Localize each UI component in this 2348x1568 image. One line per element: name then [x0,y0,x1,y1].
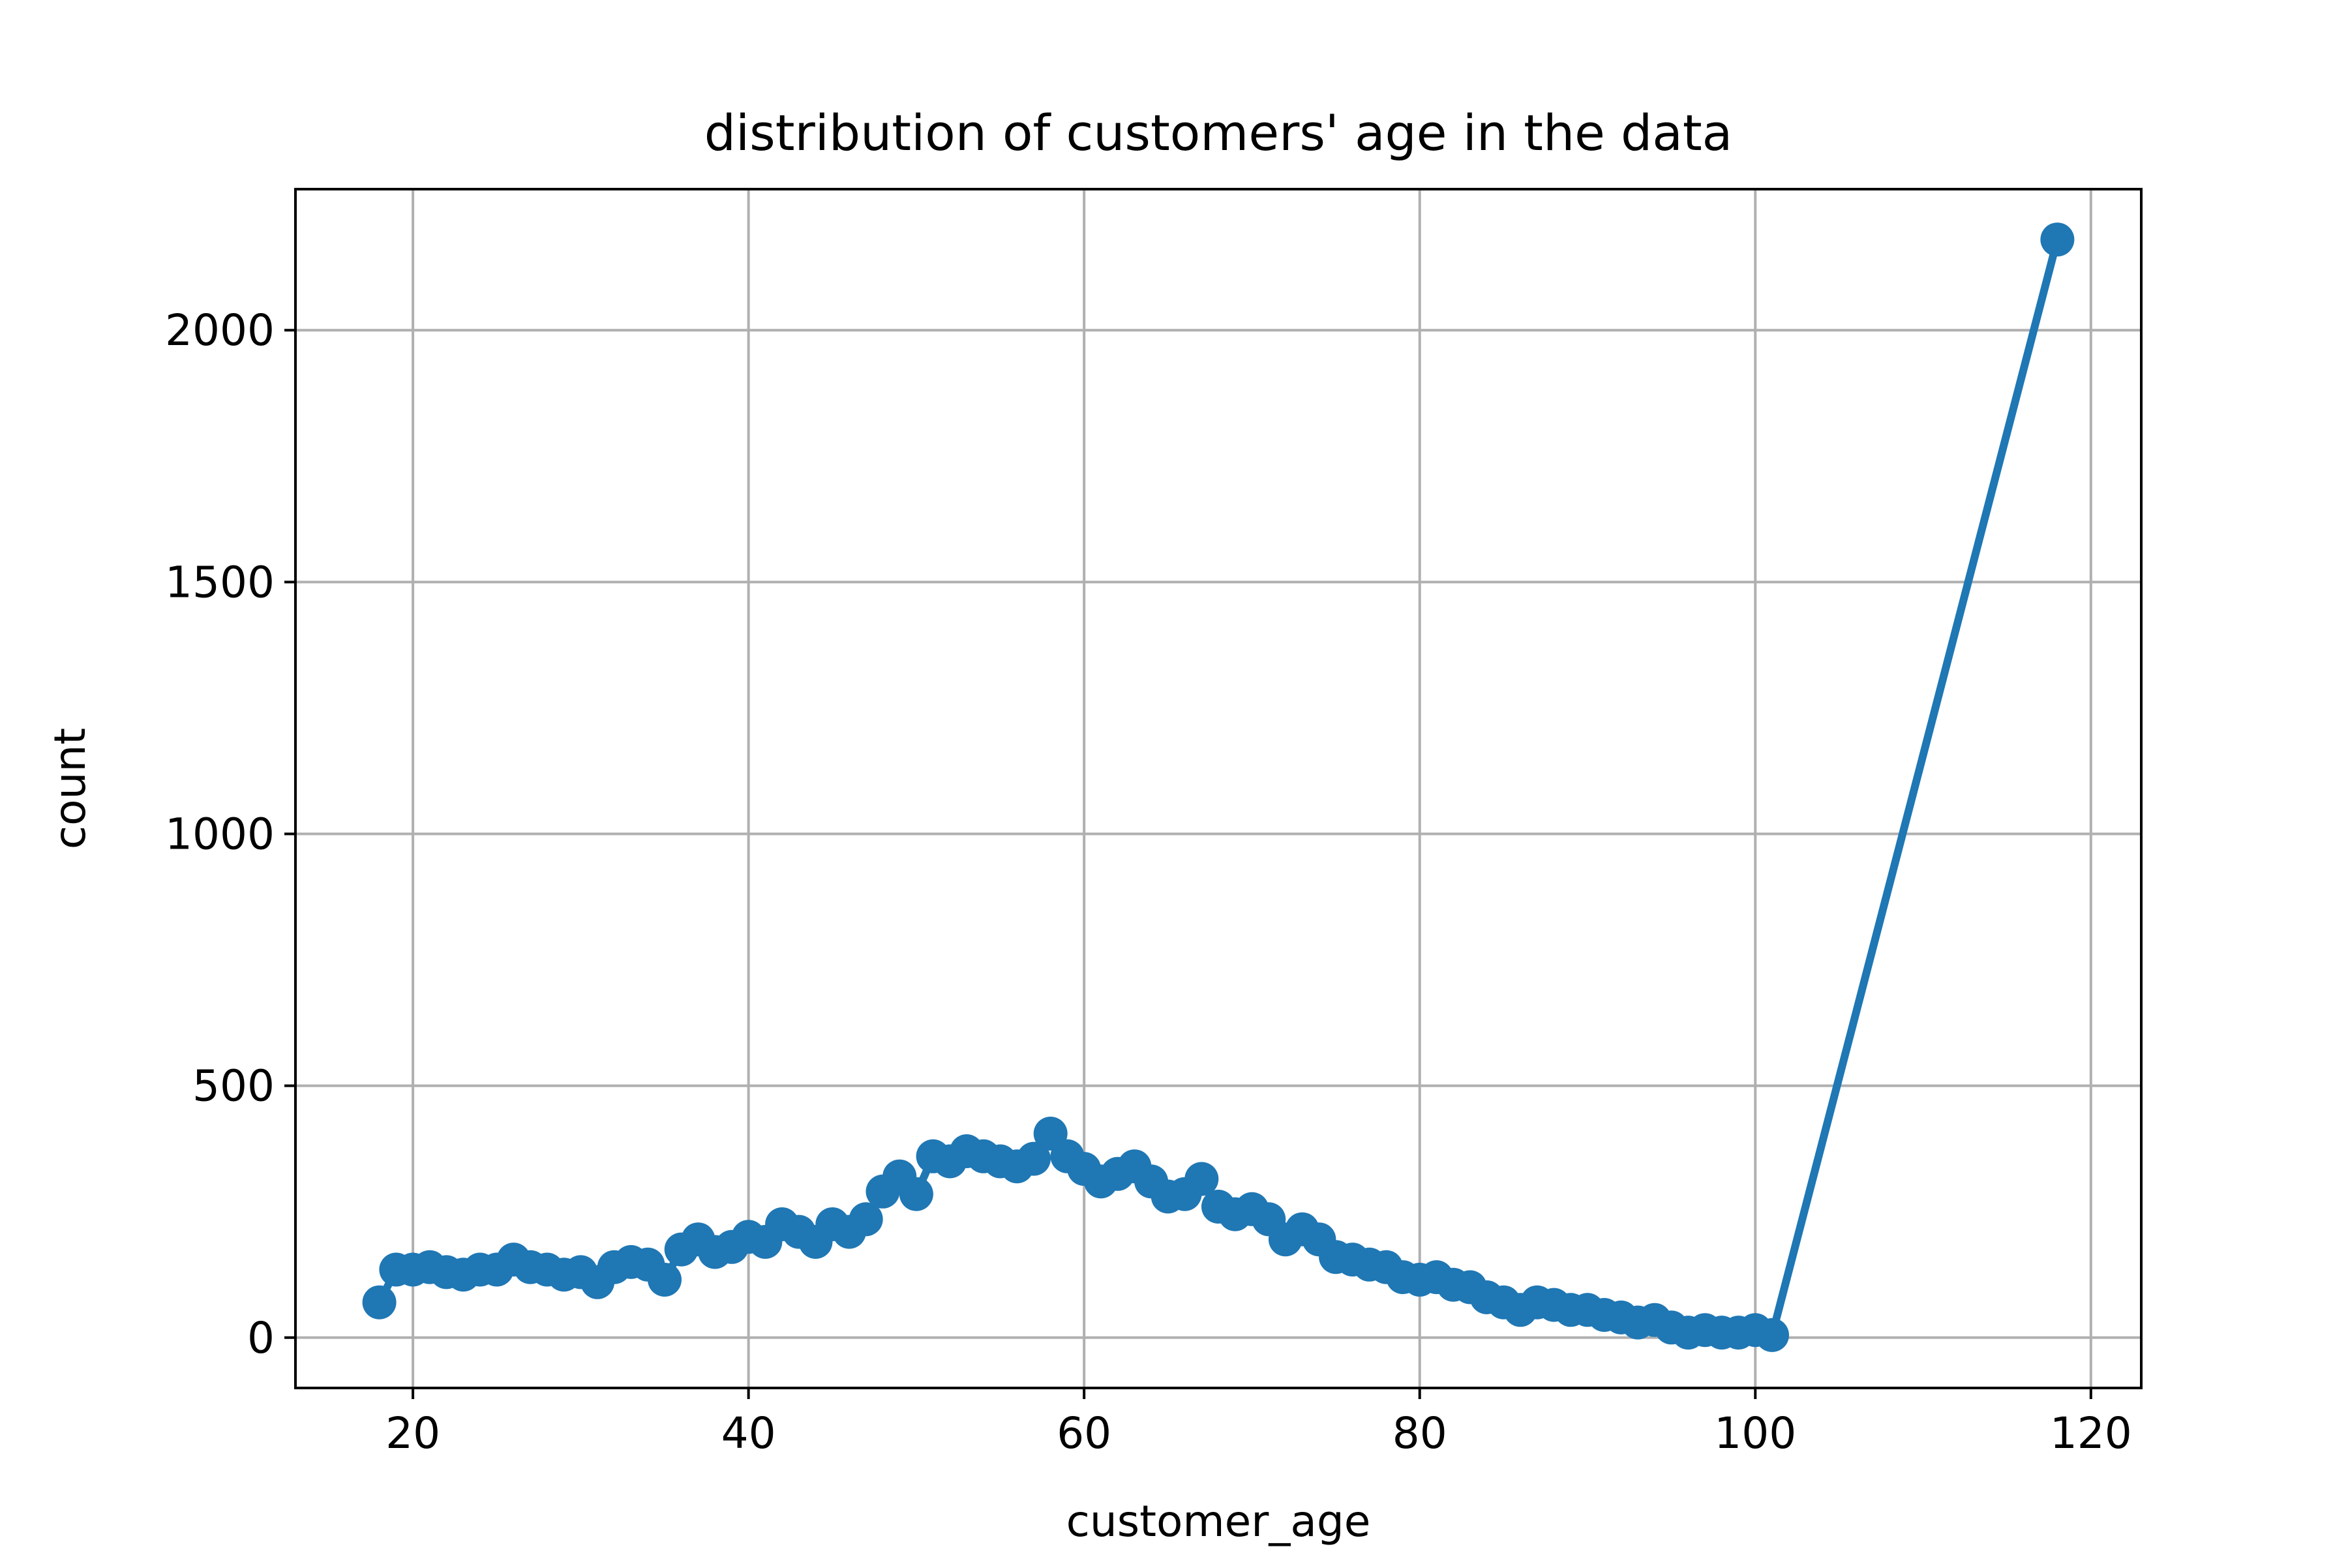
y-tick-label: 1500 [165,557,275,607]
x-tick-label: 60 [1057,1408,1111,1458]
chart-title: distribution of customers' age in the da… [704,104,1732,162]
y-tick-label: 0 [247,1313,275,1363]
series-layer [362,222,2075,1352]
axes-frame [294,188,2143,1389]
x-tick-label: 100 [1714,1408,1796,1458]
data-point [849,1202,883,1237]
data-point [648,1263,682,1297]
y-tick-label: 500 [192,1061,275,1111]
grid-layer [295,189,2141,1388]
data-point [2040,222,2075,257]
data-point [1755,1318,1789,1352]
y-tick-label: 2000 [165,305,275,355]
data-point [1184,1162,1219,1196]
y-tick-label: 1000 [165,809,275,860]
x-tick-label: 80 [1392,1408,1447,1458]
x-tick-label: 20 [385,1408,440,1458]
data-point [362,1285,397,1319]
data-point [899,1177,933,1211]
tick-layer: 20 40 60 80 100 120 0 500 1000 1500 2000 [165,305,2132,1458]
x-tick-label: 40 [721,1408,776,1458]
y-axis-label: count [45,728,95,849]
x-axis-label: customer_age [1066,1496,1371,1546]
x-tick-label: 120 [2050,1408,2132,1458]
series-line [375,235,2062,1339]
data-point [1017,1141,1051,1176]
